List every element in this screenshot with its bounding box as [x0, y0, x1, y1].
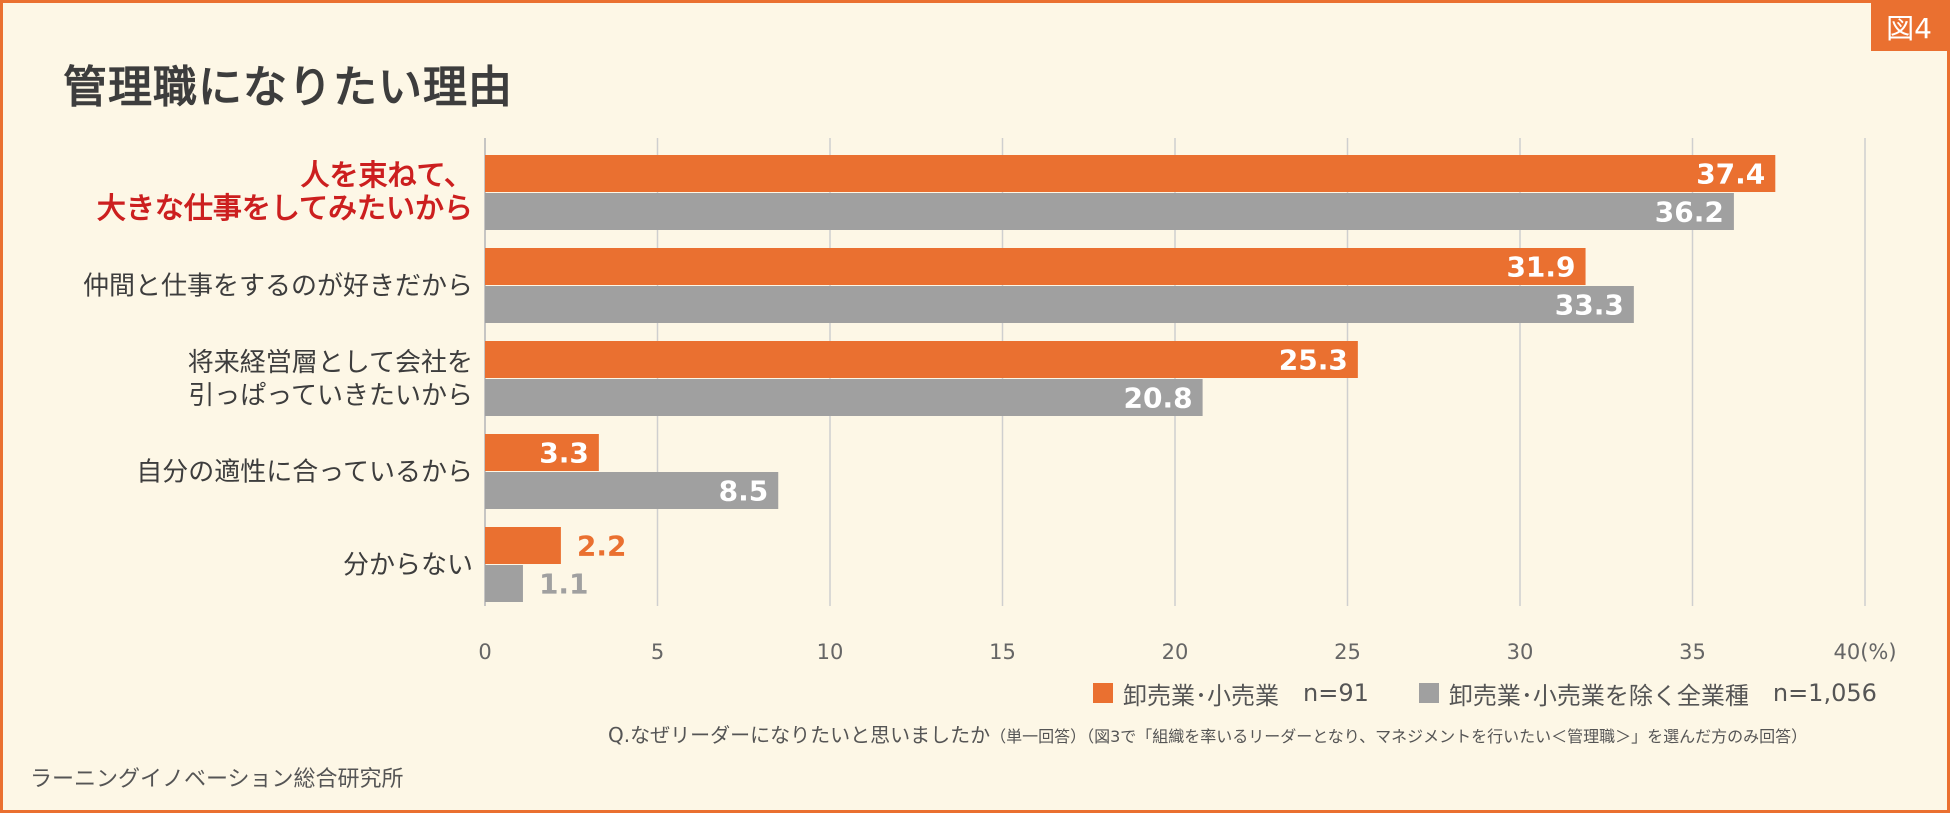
data-label: 25.3	[1279, 344, 1348, 377]
data-label: 8.5	[719, 475, 769, 508]
category-label: 引っぱっていきたいから	[188, 381, 473, 411]
legend-n-series2: n=1,056	[1772, 679, 1877, 707]
category-label: 将来経営層として会社を	[188, 348, 473, 378]
category-label: 大きな仕事をしてみたいから	[97, 191, 473, 225]
legend-n-series1: n=91	[1303, 679, 1369, 707]
x-tick-label: 35	[1679, 640, 1706, 664]
bar-series1	[485, 248, 1586, 285]
bar-series2	[485, 286, 1634, 323]
bar-series1	[485, 341, 1358, 378]
x-tick-label: 30	[1507, 640, 1534, 664]
bar-series2	[485, 472, 779, 509]
legend-swatch-series1	[1093, 683, 1113, 703]
x-tick-label: 20	[1162, 640, 1189, 664]
x-tick-label: 10	[817, 640, 844, 664]
x-tick-label: 0	[478, 640, 491, 664]
data-label: 3.3	[539, 437, 589, 470]
data-label: 20.8	[1124, 382, 1193, 415]
chart-title: 管理職になりたい理由	[63, 62, 513, 113]
question-note: （単一回答）（図3で「組織を率いるリーダーとなり、マネジメントを行いたい＜管理職…	[990, 727, 1808, 746]
category-label: 分からない	[343, 551, 473, 581]
bar-series1	[485, 527, 561, 564]
data-label: 37.4	[1696, 158, 1765, 191]
legend: 卸売業･小売業 n=91 卸売業･小売業を除く全業種 n=1,056	[1093, 675, 1877, 711]
legend-item-series2: 卸売業･小売業を除く全業種 n=1,056	[1418, 676, 1877, 711]
category-label: 仲間と仕事をするのが好きだから	[83, 272, 473, 302]
bar-series2	[485, 193, 1734, 230]
data-label: 33.3	[1555, 289, 1624, 322]
category-label: 人を束ねて、	[300, 158, 473, 192]
data-label: 2.2	[577, 530, 627, 563]
data-label: 36.2	[1655, 196, 1724, 229]
x-tick-label: 25	[1334, 640, 1361, 664]
bar-series1	[485, 434, 599, 471]
legend-label-series2: 卸売業･小売業を除く全業種	[1448, 681, 1749, 710]
category-label: 自分の適性に合っているから	[136, 458, 473, 488]
data-label: 31.9	[1506, 251, 1575, 284]
bar-series2	[485, 565, 523, 602]
bar-chart: 0 5 10 15 20 25 30 35 40(%) 37.4 36.2 人を束ねて、大きな仕事をし…	[83, 138, 1897, 664]
legend-swatch-series2	[1418, 683, 1439, 703]
legend-item-series1: 卸売業･小売業 n=91	[1093, 676, 1369, 711]
bar-series2	[485, 379, 1203, 416]
x-tick-label: 40(%)	[1833, 640, 1896, 664]
bar-series1	[485, 155, 1776, 192]
x-tick-label: 5	[651, 640, 664, 664]
x-tick-label: 15	[989, 640, 1016, 664]
data-label: 1.1	[539, 568, 589, 601]
survey-question: Q.なぜリーダーになりたいと思いましたか（単一回答）（図3で「組織を率いるリーダ…	[608, 719, 1807, 748]
figure-badge: 図4	[1871, 3, 1947, 51]
question-text: Q.なぜリーダーになりたいと思いましたか	[608, 723, 991, 747]
source-credit: ラーニングイノベーション総合研究所	[30, 767, 404, 792]
legend-label-series1: 卸売業･小売業	[1123, 681, 1279, 710]
